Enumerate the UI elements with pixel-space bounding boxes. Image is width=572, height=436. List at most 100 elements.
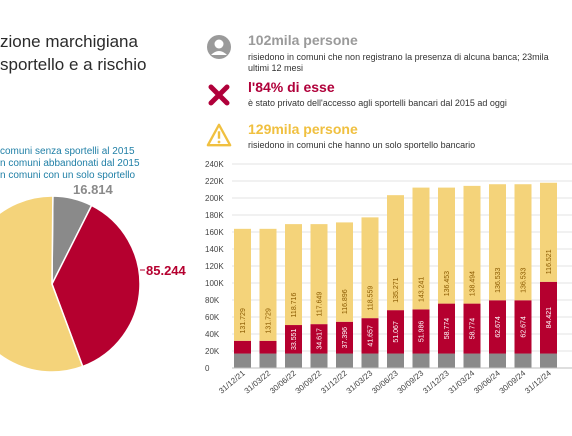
bar-label-red: 58.774 xyxy=(444,318,451,340)
bar-label-red: 41.657 xyxy=(368,325,375,347)
stat-headline-2: l'84% di esse xyxy=(248,79,335,95)
bar-segment-red xyxy=(438,303,455,354)
bar-segment-yellow xyxy=(438,187,455,304)
bar-segment-grey xyxy=(540,353,557,368)
y-tick-label: 0 xyxy=(205,364,210,373)
bar-segment-yellow xyxy=(412,187,430,310)
bar-segment-yellow xyxy=(336,222,353,322)
y-tick-label: 120K xyxy=(205,262,224,271)
title-line-2: sportello e a rischio xyxy=(0,55,147,74)
bar-segment-yellow xyxy=(540,182,557,282)
y-tick-label: 80K xyxy=(205,296,220,305)
bar-segment-grey xyxy=(463,353,481,368)
stat-body-3: risiedono in comuni che hanno un solo sp… xyxy=(248,140,475,151)
bar-segment-red xyxy=(234,340,251,354)
bar-segment-yellow xyxy=(463,185,481,304)
bar-segment-red xyxy=(361,318,379,354)
bar-segment-grey xyxy=(336,353,353,368)
bar-segment-red xyxy=(285,325,302,354)
y-tick-label: 220K xyxy=(205,177,224,186)
stat-body-2: è stato privato dell'accesso agli sporte… xyxy=(248,98,507,109)
bar-label-yellow: 135.271 xyxy=(393,277,400,302)
bar-segment-grey xyxy=(361,353,379,368)
bar-segment-grey xyxy=(514,353,532,368)
person-icon xyxy=(207,35,231,59)
bar-label-yellow: 118.716 xyxy=(291,293,298,318)
chart-title: zione marchigiana sportello e a rischio xyxy=(0,30,146,76)
bar-label-red: 34.617 xyxy=(317,328,324,350)
bar-label-yellow: 136.453 xyxy=(444,271,451,296)
title-line-1: zione marchigiana xyxy=(0,32,138,51)
stat-body-1-line-2: ultimi 12 mesi xyxy=(248,63,304,73)
bar-segment-red xyxy=(412,309,430,354)
bar-label-red: 51.986 xyxy=(419,321,426,343)
bar-segment-red xyxy=(540,281,557,354)
y-tick-label: 100K xyxy=(205,279,224,288)
pie-legend: comuni senza sportelli al 2015 n comuni … xyxy=(0,146,140,182)
cross-icon xyxy=(208,84,230,106)
legend-entry-red: n comuni abbandonati dal 2015 xyxy=(0,158,140,169)
bar-segment-yellow xyxy=(234,228,251,341)
y-tick-label: 180K xyxy=(205,211,224,220)
bar-segment-grey xyxy=(387,353,404,368)
x-tick-label: 31/12/23 xyxy=(421,368,451,395)
y-tick-label: 200K xyxy=(205,194,224,203)
bar-segment-yellow xyxy=(285,224,302,326)
bar-segment-red xyxy=(336,321,353,354)
x-tick-label: 31/12/22 xyxy=(319,368,349,395)
stat-headline-3: 129mila persone xyxy=(248,121,358,137)
bar-segment-grey xyxy=(412,353,430,368)
bar-label-red: 58.774 xyxy=(470,318,477,340)
stat-body-3-line-1: risiedono in comuni che hanno un solo sp… xyxy=(248,140,476,150)
x-tick-label: 30/06/23 xyxy=(370,368,400,395)
bar-segment-red xyxy=(387,310,404,354)
bar-label-yellow: 118.559 xyxy=(368,286,375,311)
bar-label-yellow: 136.533 xyxy=(495,268,502,293)
stat-body-2-line-1: è stato privato dell'accesso agli sporte… xyxy=(248,98,507,108)
bar-segment-yellow xyxy=(259,228,277,341)
bar-label-yellow: 136.533 xyxy=(521,268,528,293)
x-tick-label: 31/03/23 xyxy=(345,368,375,395)
x-tick-label: 30/09/23 xyxy=(396,368,426,395)
legend-entry-grey: comuni senza sportelli al 2015 xyxy=(0,146,135,157)
bar-label-red: 84.421 xyxy=(546,307,553,329)
bar-segment-grey xyxy=(489,353,506,368)
stat-headline-1: 102mila persone xyxy=(248,32,358,48)
bar-segment-grey xyxy=(259,353,277,368)
bar-segment-grey xyxy=(310,353,328,368)
bar-segment-yellow xyxy=(489,184,506,301)
pie-label-red: 85.244 xyxy=(146,263,186,278)
bar-label-yellow: 116.521 xyxy=(546,249,553,274)
bar-label-yellow: 131.729 xyxy=(240,308,247,333)
x-tick-label: 30/09/24 xyxy=(498,368,528,395)
x-tick-label: 30/09/22 xyxy=(294,368,324,395)
bar-label-red: 62.674 xyxy=(495,316,502,338)
warning-icon xyxy=(206,123,232,147)
bar-label-red: 37.396 xyxy=(342,327,349,349)
x-tick-label: 30/06/24 xyxy=(472,368,502,395)
bar-segment-red xyxy=(259,340,277,354)
y-tick-label: 240K xyxy=(205,160,224,169)
bar-segment-yellow xyxy=(310,224,328,325)
stat-body-1: risiedono in comuni che non registrano l… xyxy=(248,52,549,74)
bar-label-red: 51.067 xyxy=(393,321,400,343)
bar-segment-yellow xyxy=(387,195,404,311)
y-tick-label: 140K xyxy=(205,245,224,254)
bar-segment-red xyxy=(489,300,506,354)
bar-label-yellow: 117.649 xyxy=(317,292,324,317)
bar-segment-red xyxy=(463,303,481,354)
bar-label-yellow: 131.729 xyxy=(266,308,273,333)
pie-slice-red xyxy=(51,204,141,368)
bar-segment-yellow xyxy=(514,184,532,301)
bar-label-red: 62.674 xyxy=(521,316,528,338)
bar-segment-grey xyxy=(285,353,302,368)
pie-slice-yellow xyxy=(0,195,84,373)
y-tick-label: 60K xyxy=(205,313,220,322)
x-tick-label: 31/03/24 xyxy=(447,368,477,395)
y-tick-label: 160K xyxy=(205,228,224,237)
bar-label-yellow: 143.241 xyxy=(419,277,426,302)
x-tick-label: 31/12/24 xyxy=(523,368,553,395)
bar-segment-red xyxy=(310,324,328,354)
x-tick-label: 30/06/22 xyxy=(268,368,298,395)
